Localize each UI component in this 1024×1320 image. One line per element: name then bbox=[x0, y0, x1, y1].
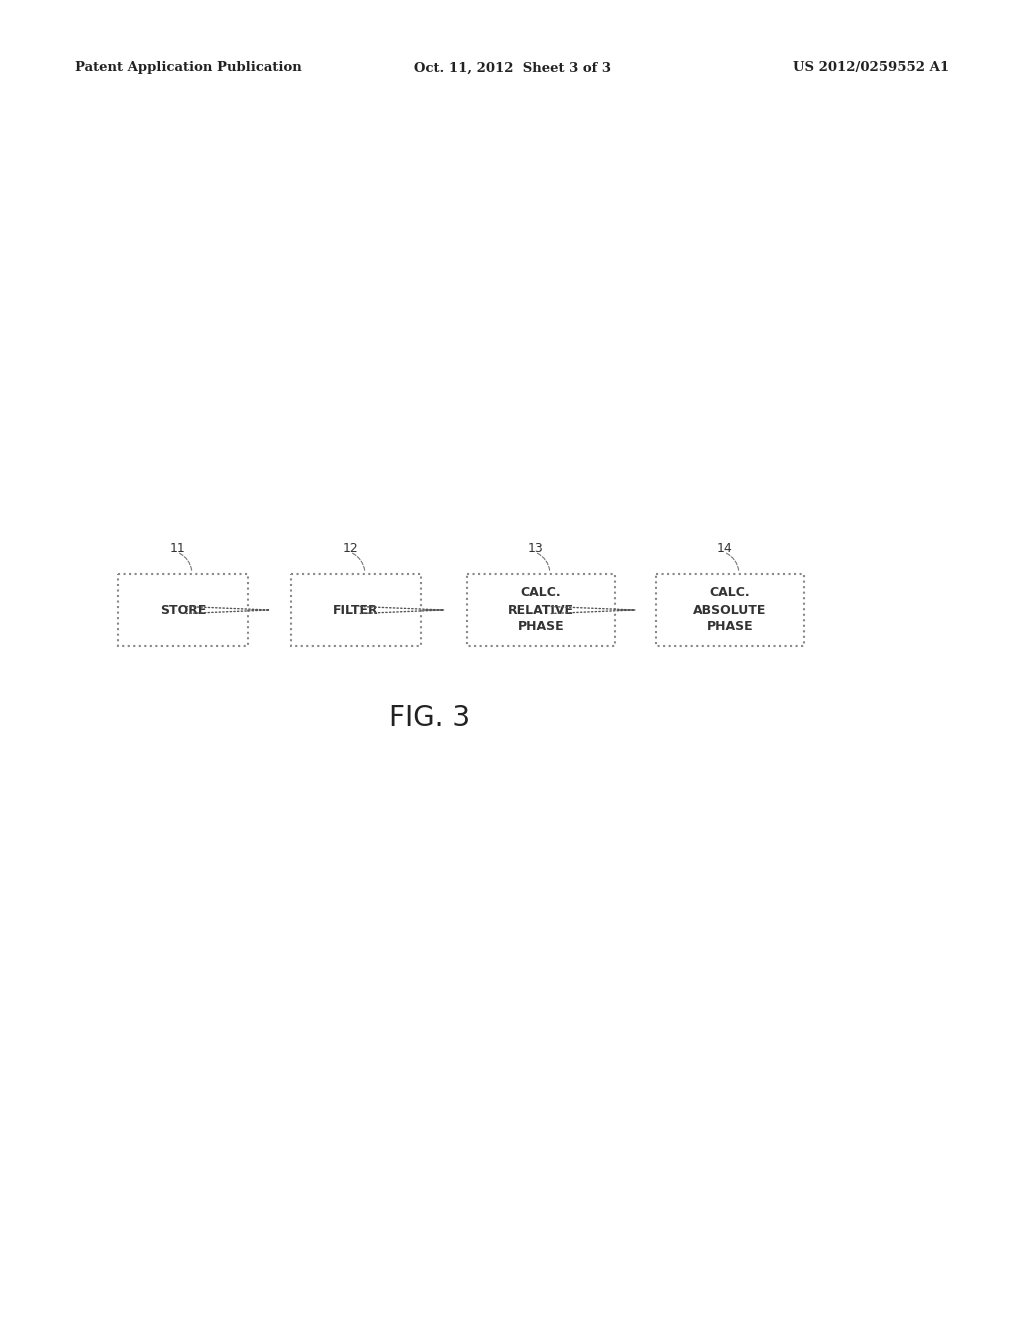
Text: Patent Application Publication: Patent Application Publication bbox=[75, 62, 302, 74]
Text: 11: 11 bbox=[170, 541, 186, 554]
FancyBboxPatch shape bbox=[467, 574, 615, 645]
Text: Oct. 11, 2012  Sheet 3 of 3: Oct. 11, 2012 Sheet 3 of 3 bbox=[414, 62, 610, 74]
Text: 13: 13 bbox=[528, 541, 544, 554]
Text: CALC.
RELATIVE
PHASE: CALC. RELATIVE PHASE bbox=[508, 586, 574, 634]
Text: US 2012/0259552 A1: US 2012/0259552 A1 bbox=[793, 62, 949, 74]
FancyBboxPatch shape bbox=[656, 574, 804, 645]
FancyBboxPatch shape bbox=[291, 574, 421, 645]
Text: STORE: STORE bbox=[160, 603, 206, 616]
Text: CALC.
ABSOLUTE
PHASE: CALC. ABSOLUTE PHASE bbox=[693, 586, 767, 634]
Text: FILTER: FILTER bbox=[333, 603, 379, 616]
FancyBboxPatch shape bbox=[118, 574, 248, 645]
Text: FIG. 3: FIG. 3 bbox=[389, 704, 471, 733]
Text: 12: 12 bbox=[343, 541, 358, 554]
Text: 14: 14 bbox=[717, 541, 733, 554]
